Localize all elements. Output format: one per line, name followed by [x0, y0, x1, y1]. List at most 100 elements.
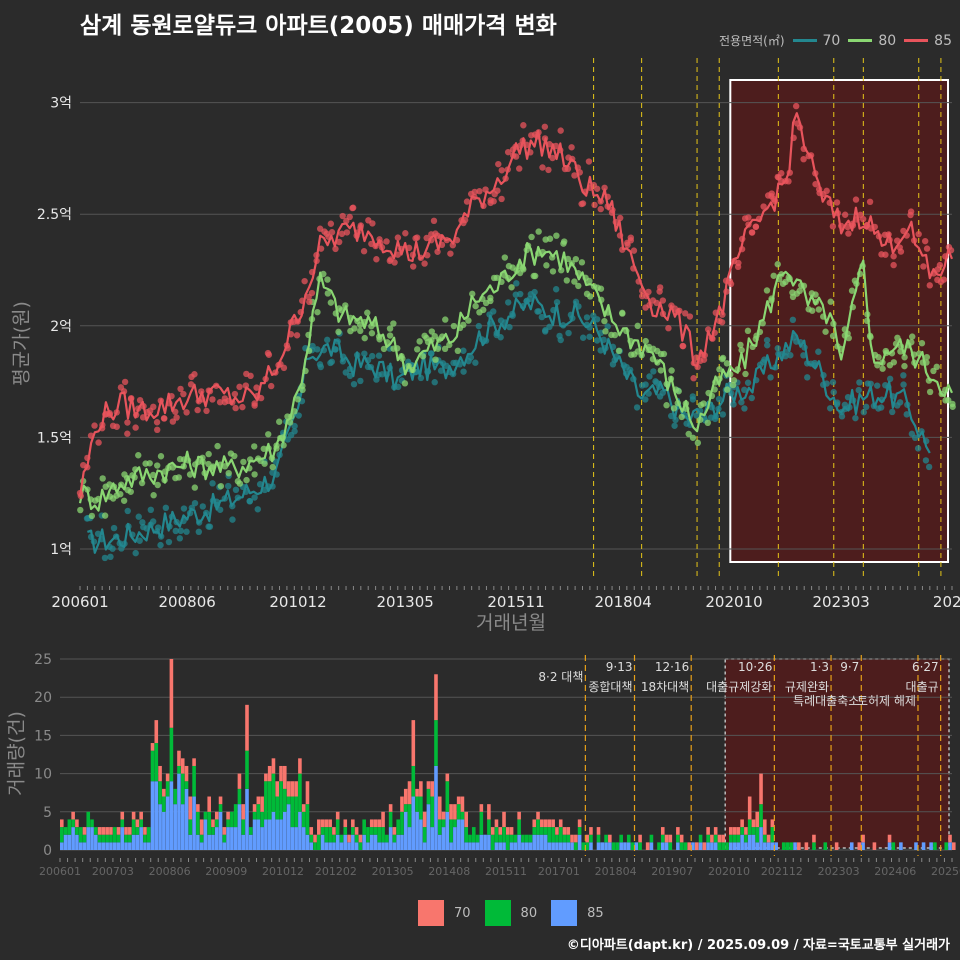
data-point-70: [800, 352, 807, 359]
data-point-70: [314, 346, 321, 353]
data-point-85: [882, 251, 889, 258]
data-point-85: [323, 230, 330, 237]
data-point-70: [787, 352, 794, 359]
volume-bar-85: [90, 827, 94, 850]
volume-bar-85: [732, 842, 737, 850]
data-point-85: [665, 324, 672, 332]
volume-bar-85: [192, 796, 196, 850]
volume-bar-85: [849, 842, 854, 850]
policy-annotation: 9·13: [606, 660, 633, 674]
data-point-70: [886, 375, 894, 383]
volume-bar-85: [494, 842, 499, 850]
volume-bar-80: [158, 781, 162, 805]
volume-bar-80: [676, 834, 680, 843]
policy-annotation: 1·3: [810, 660, 829, 674]
data-point-85: [169, 418, 177, 425]
data-point-70: [177, 527, 184, 535]
data-point-80: [487, 297, 494, 305]
volume-bar-85: [332, 842, 336, 850]
data-point-70: [139, 519, 146, 526]
data-point-80: [578, 259, 586, 266]
data-point-80: [442, 316, 449, 323]
volume-bar-85: [78, 842, 83, 850]
volume-bar-70: [177, 750, 181, 766]
data-point-80: [926, 388, 934, 396]
data-point-70: [748, 394, 755, 402]
volume-bar-70: [260, 796, 264, 812]
volume-bar-70: [679, 834, 684, 843]
data-point-85: [718, 319, 726, 326]
data-point-85: [203, 407, 210, 415]
y-tick-label-bottom: 5: [43, 805, 52, 821]
data-point-85: [301, 277, 308, 285]
data-point-80: [386, 332, 394, 339]
volume-bar-70: [577, 819, 582, 828]
volume-bar-70: [509, 827, 514, 835]
data-point-80: [738, 346, 745, 354]
volume-bar-70: [422, 811, 427, 828]
volume-bar-85: [120, 827, 125, 850]
data-point-80: [117, 490, 124, 498]
data-point-70: [830, 388, 837, 396]
data-point-85: [154, 426, 161, 434]
data-point-85: [236, 383, 243, 391]
data-point-80: [240, 458, 247, 466]
volume-bar-70: [320, 819, 325, 828]
volume-bar-85: [468, 842, 472, 850]
data-point-80: [812, 291, 819, 298]
data-point-70: [155, 524, 162, 531]
data-point-85: [571, 172, 578, 179]
volume-bar-70: [245, 704, 249, 751]
data-point-80: [571, 278, 578, 285]
volume-bar-80: [165, 781, 170, 797]
volume-bar-70: [184, 765, 189, 782]
volume-bar-85: [774, 842, 778, 850]
data-point-85: [257, 394, 265, 402]
volume-bar-80: [248, 827, 253, 835]
volume-bar-80: [403, 804, 408, 812]
x-tick-label: 201804: [595, 593, 652, 611]
data-point-70: [534, 308, 541, 315]
volume-bar-85: [626, 842, 631, 850]
volume-bar-80: [192, 765, 196, 797]
y-tick-label-bottom: 0: [43, 843, 52, 859]
data-point-70: [132, 549, 139, 557]
volume-bar-70: [952, 842, 956, 850]
volume-bar-80: [358, 842, 363, 850]
data-point-80: [431, 332, 438, 340]
data-point-85: [373, 256, 380, 263]
volume-bar-85: [241, 834, 246, 850]
x-tick-label: 201305: [377, 593, 434, 611]
volume-bar-85: [94, 834, 98, 850]
data-point-85: [180, 390, 187, 398]
volume-bar-85: [691, 842, 695, 850]
volume-bar-70: [804, 842, 809, 850]
data-point-70: [889, 408, 896, 416]
volume-bar-85: [139, 827, 143, 850]
volume-bar-85: [479, 834, 484, 850]
volume-bar-85: [298, 811, 302, 850]
y-tick-label: 3억: [50, 96, 72, 112]
x-tick-label: 202303: [813, 593, 870, 611]
data-point-80: [663, 402, 670, 409]
volume-bar-80: [785, 842, 790, 850]
volume-bar-70: [445, 773, 450, 782]
volume-bar-80: [494, 827, 499, 843]
volume-bar-85: [158, 804, 162, 850]
data-point-80: [845, 334, 852, 342]
data-point-70: [764, 342, 771, 349]
volume-bar-70: [755, 811, 760, 828]
data-point-70: [553, 298, 561, 306]
volume-bar-80: [105, 834, 109, 843]
legend-title: 전용면적(㎡): [718, 34, 785, 48]
volume-bar-85: [180, 804, 185, 850]
volume-bar-85: [547, 842, 552, 850]
legend-bottom-70: 70: [418, 900, 471, 926]
volume-bar-80: [283, 788, 287, 812]
x-tick-label-bottom: 201701: [538, 865, 580, 878]
volume-bar-70: [373, 819, 378, 828]
volume-bar-85: [203, 819, 208, 850]
data-point-80: [724, 386, 731, 393]
volume-bar-80: [388, 811, 393, 828]
data-point-80: [380, 345, 388, 353]
